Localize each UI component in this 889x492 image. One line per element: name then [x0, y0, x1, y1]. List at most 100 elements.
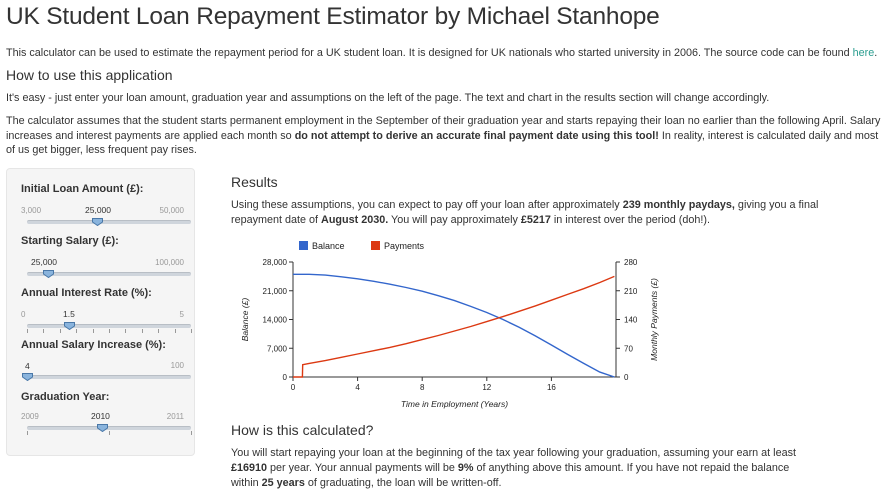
y-tick-label: 0	[283, 373, 288, 382]
interest-slider[interactable]	[27, 324, 191, 328]
balance-series-line	[293, 273, 615, 378]
calc-text-2: per year. Your annual payments will be	[267, 462, 458, 474]
interest-max: 5	[179, 310, 184, 319]
y-tick-label: 14,000	[263, 316, 288, 325]
salary-slider[interactable]	[27, 272, 191, 276]
y2-tick-label: 0	[624, 373, 629, 382]
slider-tick	[125, 329, 127, 333]
grad-label: Graduation Year:	[21, 391, 110, 403]
slider-tick	[92, 329, 94, 333]
results-text-4: in interest over the period (doh!).	[550, 214, 710, 226]
assumption-end: In reality, interest is calculated daily…	[6, 129, 879, 157]
loan-value: 25,000	[85, 205, 111, 215]
calc-heading: How is this calculated?	[231, 422, 374, 438]
increase-max: 100	[170, 361, 184, 370]
grad-slider[interactable]	[27, 426, 191, 430]
legend-label: Payments	[384, 241, 425, 251]
input-panel: Initial Loan Amount (£): 3,000 25,000 50…	[6, 168, 195, 456]
legend-label: Balance	[312, 241, 345, 251]
x-tick-label: 8	[420, 383, 425, 392]
howto-line1: It's easy - just enter your loan amount,…	[6, 92, 770, 104]
x-tick-label: 12	[482, 383, 491, 392]
increase-slider[interactable]	[27, 375, 191, 379]
increase-value: 4	[25, 361, 30, 371]
y-tick-label: 21,000	[263, 287, 288, 296]
y-tick-label: 7,000	[267, 344, 288, 353]
increase-slider-handle[interactable]	[22, 373, 33, 381]
intro-paragraph: This calculator can be used to estimate …	[6, 46, 886, 61]
x-axis-title: Time in Employment (Years)	[401, 399, 508, 409]
chart-axes: 0 7,000 14,000 21,000 28,000 0 70 140 210 280 0 4 8 1…	[240, 258, 659, 409]
rate-value: 9%	[457, 462, 474, 474]
x-tick-label: 0	[291, 383, 296, 392]
slider-tick	[27, 431, 28, 435]
assumption-text: The calculator assumes that the student …	[6, 115, 881, 142]
calc-text-1: You will start repaying your loan at the…	[231, 447, 796, 459]
results-text-2: giving you a final repayment date of	[231, 199, 819, 226]
y2-tick-label: 210	[624, 287, 638, 296]
y2-tick-label: 70	[624, 344, 633, 353]
grad-value: 2010	[91, 411, 110, 421]
intro-text: This calculator can be used to estimate …	[6, 47, 853, 59]
slider-tick	[141, 329, 143, 333]
interest-label: Annual Interest Rate (%):	[21, 287, 152, 299]
y2-tick-label: 280	[624, 258, 638, 267]
grad-max: 2011	[166, 412, 184, 421]
slider-tick	[59, 329, 61, 333]
y2-tick-label: 140	[624, 316, 638, 325]
slider-tick	[27, 329, 28, 333]
y-tick-label: 28,000	[263, 258, 288, 267]
loan-min: 3,000	[21, 206, 42, 215]
chart-series	[293, 273, 615, 378]
loan-label: Initial Loan Amount (£):	[21, 183, 144, 195]
y2-axis-title: Monthly Payments (£)	[649, 278, 659, 361]
slider-tick	[158, 329, 160, 333]
intro-end: .	[874, 47, 878, 59]
loan-slider-handle[interactable]	[92, 218, 103, 226]
calc-text-3: of anything above this amount. If you ha…	[231, 462, 790, 489]
calc-explanation: You will start repaying your loan at the…	[231, 446, 811, 491]
grad-min: 2009	[21, 412, 39, 421]
threshold-value: £16910	[231, 462, 268, 474]
y-axis-title: Balance (£)	[240, 298, 250, 342]
salary-slider-handle[interactable]	[43, 270, 54, 278]
source-code-link[interactable]: here	[852, 47, 875, 59]
writeoff-years-value: 25 years	[261, 477, 305, 489]
calc-text-4: of graduating, the loan will be written-…	[304, 477, 502, 489]
results-heading: Results	[231, 174, 278, 190]
final-date-value: August 2030.	[321, 214, 389, 226]
interest-total-value: £5217	[520, 214, 551, 226]
howto-line2: The calculator assumes that the student …	[6, 114, 882, 158]
repayment-chart: Balance Payments 0 7,000 14,000 21,000 28,000…	[240, 241, 659, 409]
page-title: UK Student Loan Repayment Estimator by M…	[6, 3, 660, 30]
x-tick-label: 16	[547, 383, 556, 392]
slider-tick	[191, 329, 192, 333]
payments-series-line	[293, 275, 615, 378]
interest-min: 0	[21, 310, 26, 319]
results-text-3: You will pay approximately	[388, 214, 521, 226]
warning-text: do not attempt to derive an accurate fin…	[294, 129, 659, 142]
salary-label: Starting Salary (£):	[21, 235, 119, 247]
slider-tick	[43, 329, 45, 333]
results-text-1: Using these assumptions, you can expect …	[231, 199, 623, 211]
salary-max: 100,000	[155, 258, 184, 267]
salary-value: 25,000	[31, 257, 57, 267]
loan-max: 50,000	[159, 206, 184, 215]
interest-slider-handle[interactable]	[64, 322, 75, 330]
slider-tick	[76, 329, 78, 333]
x-tick-label: 4	[355, 383, 360, 392]
slider-tick	[109, 431, 110, 435]
slider-tick	[109, 329, 110, 333]
loan-slider[interactable]	[27, 220, 191, 224]
slider-tick	[191, 431, 192, 435]
results-summary: Using these assumptions, you can expect …	[231, 198, 831, 228]
chart-legend: Balance Payments	[299, 241, 425, 251]
legend-swatch	[371, 241, 380, 250]
legend-swatch	[299, 241, 308, 250]
slider-tick	[174, 329, 176, 333]
months-value: 239 monthly paydays,	[622, 199, 735, 211]
increase-label: Annual Salary Increase (%):	[21, 339, 166, 351]
howto-heading: How to use this application	[6, 67, 173, 83]
interest-value: 1.5	[63, 309, 75, 319]
grad-slider-handle[interactable]	[97, 424, 108, 432]
